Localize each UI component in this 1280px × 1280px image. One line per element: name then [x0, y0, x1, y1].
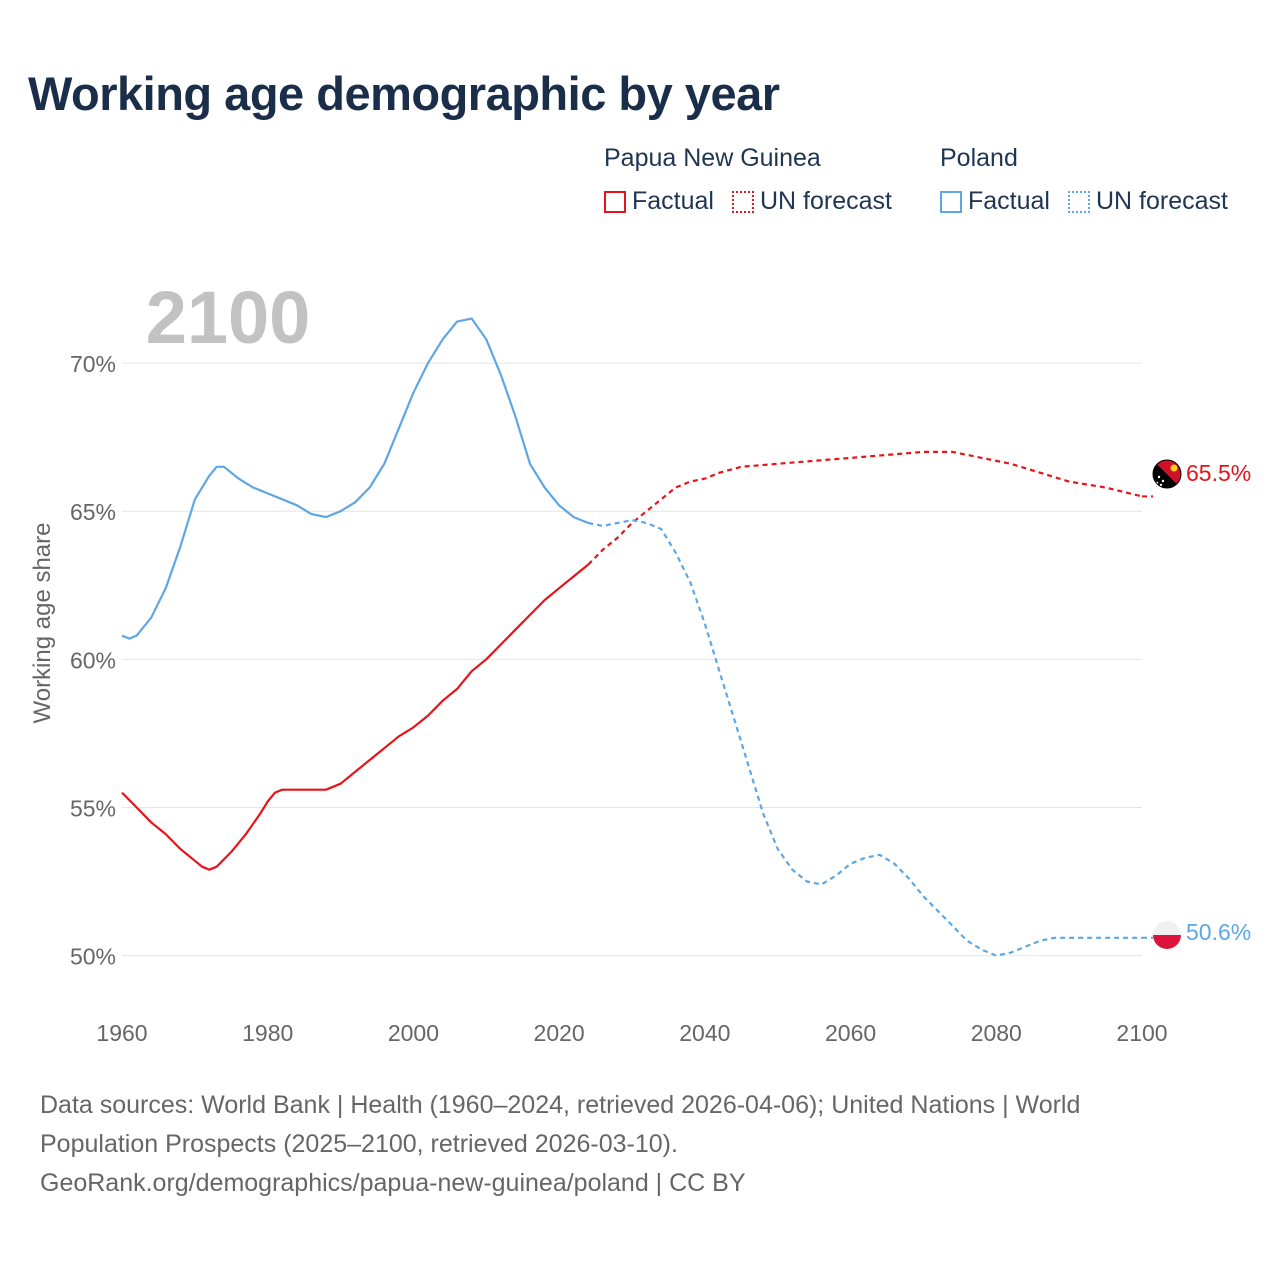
x-tick-label: 1980	[242, 1020, 293, 1046]
y-tick-label: 50%	[70, 944, 116, 970]
legend-swatch-solid	[604, 190, 626, 213]
line-chart: 50% 55% 60% 65% 70% 1960 1980 2000 2020 2040 2060 2…	[29, 276, 1251, 1046]
sources-line: Data sources: World Bank | Health (1960–…	[40, 1091, 1081, 1119]
legend-group-name: Papua New Guinea	[604, 144, 821, 172]
y-tick-label: 60%	[70, 647, 116, 673]
legend-item-factual[interactable]: Factual	[604, 187, 714, 216]
chart-title: Working age demographic by year	[28, 67, 780, 120]
series-line-papua-new-guinea-forecast	[587, 450, 1143, 566]
sources-link[interactable]: GeoRank.org/demographics/papua-new-guine…	[40, 1169, 746, 1197]
legend-label: UN forecast	[759, 187, 892, 215]
legend-label: Factual	[632, 187, 714, 215]
legend-swatch-dotted	[731, 190, 754, 213]
x-tick-label: 2100	[1116, 1020, 1167, 1046]
y-tick-label: 65%	[70, 499, 116, 525]
end-label-poland: 50.6%	[1186, 919, 1251, 945]
flag-poland-icon	[1153, 921, 1181, 949]
series-line-poland-factual	[121, 317, 589, 640]
legend-papua-new-guinea: Papua New Guinea Factual UN forecast	[604, 144, 892, 216]
legend-item-factual[interactable]: Factual	[940, 187, 1050, 216]
flag-png-icon	[1152, 459, 1182, 489]
legend-label: UN forecast	[1095, 187, 1228, 215]
x-tick-label: 2020	[534, 1020, 585, 1046]
x-tick-label: 2000	[388, 1020, 439, 1046]
data-sources: Data sources: World Bank | Health (1960–…	[40, 1086, 1240, 1203]
x-tick-label: 2040	[679, 1020, 730, 1046]
y-tick-label: 70%	[70, 351, 116, 377]
series-line-poland-forecast	[588, 519, 1142, 957]
x-tick-label: 2060	[825, 1020, 876, 1046]
year-overlay: 2100	[146, 276, 311, 359]
legend-swatch-dotted	[1067, 190, 1090, 213]
legend-item-forecast[interactable]: UN forecast	[1067, 187, 1228, 216]
legend-label: Factual	[968, 187, 1050, 215]
legend-group-name: Poland	[940, 144, 1018, 172]
legend-poland: Poland Factual UN forecast	[940, 144, 1228, 216]
legend-swatch-solid	[940, 190, 962, 213]
x-tick-label: 1960	[96, 1020, 147, 1046]
legend-item-forecast[interactable]: UN forecast	[731, 187, 892, 216]
series-line-papua-new-guinea-factual	[121, 563, 589, 871]
sources-line: Population Prospects (2025–2100, retriev…	[40, 1130, 678, 1158]
end-label-papua-new-guinea: 65.5%	[1186, 460, 1251, 486]
y-axis-label: Working age share	[29, 523, 56, 724]
y-tick-label: 55%	[70, 795, 116, 821]
x-tick-label: 2080	[971, 1020, 1022, 1046]
